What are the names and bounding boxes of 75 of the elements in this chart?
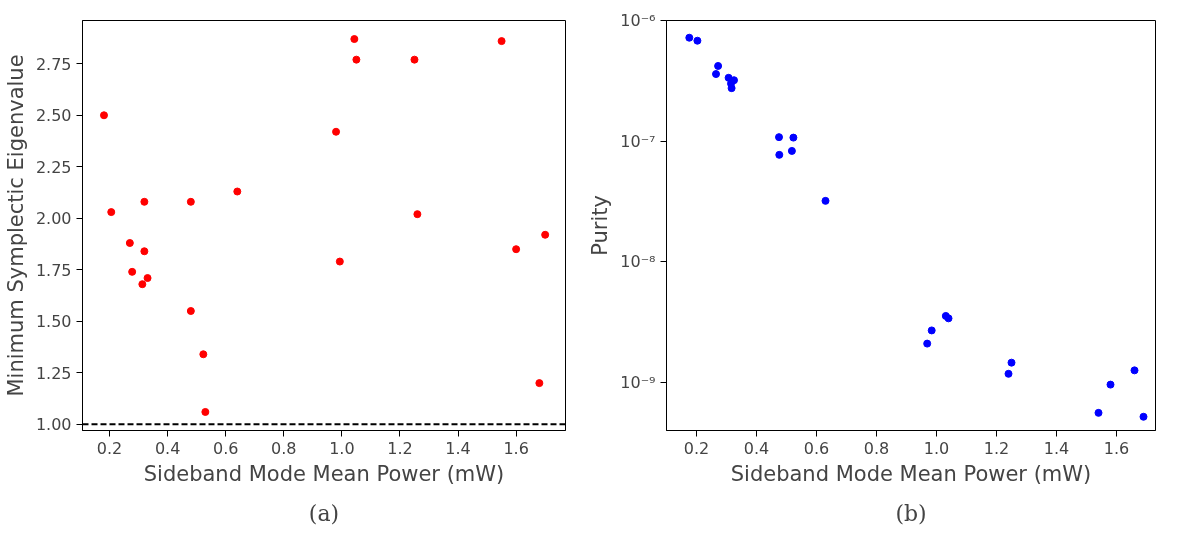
point (350, 35, 359, 44)
point (775, 133, 783, 142)
point (727, 84, 736, 93)
point (332, 127, 341, 136)
x-tick-label: 0.2 (96, 438, 123, 458)
point (1007, 358, 1016, 367)
text: (b) (895, 500, 927, 526)
x-axis-title: Sideband Mode Mean Power (mW) (730, 461, 1092, 486)
point (199, 350, 208, 359)
x-tick-label: 0.8 (271, 438, 297, 458)
point (787, 146, 796, 155)
point (186, 307, 195, 315)
y-tick-label: 1.25 (35, 363, 72, 383)
point (186, 197, 195, 206)
point (789, 133, 798, 142)
point (352, 55, 361, 64)
point (335, 257, 344, 266)
text: (a) (308, 500, 340, 526)
point (125, 239, 134, 248)
point (821, 196, 830, 205)
point (143, 274, 152, 283)
x-tick-label: 1.4 (445, 438, 471, 458)
point (140, 197, 149, 206)
x-tick-label: 1.6 (1103, 438, 1130, 458)
x-tick-label: 1.0 (923, 438, 950, 458)
point (1094, 408, 1103, 417)
x-tick-label: 0.2 (683, 438, 710, 458)
y-tick-label: 10⁻⁹ (620, 372, 656, 392)
x-tick-label: 0.8 (863, 438, 890, 458)
x-tick-label: 1.2 (387, 438, 413, 458)
x-tick-label: 0.4 (743, 438, 770, 458)
point (233, 187, 242, 196)
point (693, 36, 702, 45)
y-tick-label: 2.00 (35, 209, 72, 229)
y-tick-label: 2.25 (35, 157, 72, 177)
x-tick-label: 1.0 (329, 438, 355, 458)
point (410, 55, 419, 64)
point (923, 339, 932, 348)
y-tick-label: 2.50 (35, 106, 72, 126)
point (99, 111, 108, 120)
point (497, 37, 506, 46)
point (1106, 380, 1115, 389)
point (128, 267, 137, 276)
point (1139, 412, 1148, 421)
point (138, 280, 147, 289)
x-tick-label: 1.4 (1043, 438, 1070, 458)
y-tick-label: 2.75 (35, 54, 72, 74)
y-tick-label: 1.75 (35, 260, 72, 280)
point (712, 70, 720, 79)
x-tick-label: 1.2 (983, 438, 1010, 458)
x-tick-label: 0.6 (803, 438, 830, 458)
x-tick-label: 0.4 (154, 438, 181, 458)
point (775, 150, 784, 159)
point (927, 326, 936, 335)
y-tick-label: 10⁻⁶ (620, 11, 656, 30)
point (714, 61, 723, 70)
point (541, 230, 550, 239)
point (413, 210, 422, 219)
x-tick-label: 1.6 (503, 438, 529, 458)
x-tick-label: 0.6 (212, 438, 239, 458)
y-tick-label: 10⁻⁷ (620, 131, 656, 151)
y-tick-label: 1.50 (35, 312, 72, 332)
point (201, 407, 210, 416)
y-tick-label: 10⁻⁸ (620, 252, 656, 272)
point (685, 33, 694, 42)
y-tick-label: 1.00 (35, 415, 72, 435)
y-axis-title: Minimum Symplectic Eigenvalue (3, 54, 28, 397)
point (1130, 366, 1139, 375)
point (140, 247, 149, 256)
x-axis-title: Sideband Mode Mean Power (mW) (143, 461, 505, 486)
point (1004, 369, 1013, 378)
y-axis-title: Purity (588, 195, 613, 256)
point (512, 245, 521, 254)
point (535, 379, 544, 388)
point (107, 208, 116, 217)
